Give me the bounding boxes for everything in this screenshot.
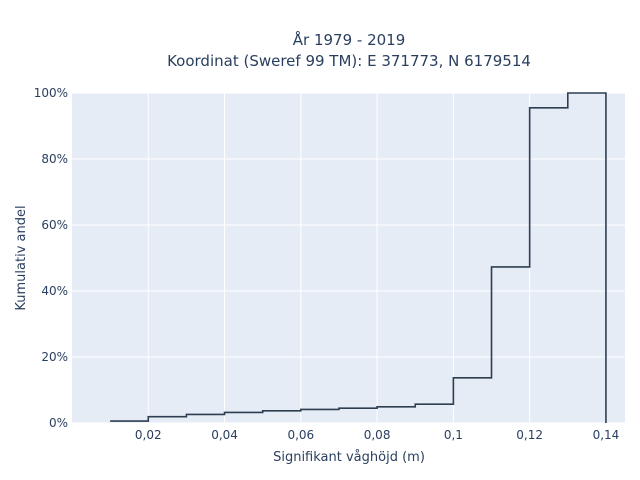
y-axis-title: Kumulativ andel bbox=[14, 205, 29, 310]
x-axis-title: Signifikant våghöjd (m) bbox=[273, 450, 425, 465]
series-layer bbox=[110, 92, 607, 423]
y-tick-label: 40% bbox=[41, 284, 68, 298]
x-axis-ticks: 0,02 0,04 0,06 0,08 0,1 0,12 0,14 bbox=[135, 428, 619, 442]
y-tick-label: 0% bbox=[49, 416, 68, 430]
x-tick-label: 0,02 bbox=[135, 428, 162, 442]
x-tick-label: 0,08 bbox=[364, 428, 391, 442]
cumulative-step-line bbox=[110, 92, 607, 423]
y-tick-label: 60% bbox=[41, 218, 68, 232]
y-axis-ticks: 0% 20% 40% 60% 80% 100% bbox=[34, 86, 68, 430]
chart-title-line-2: Koordinat (Sweref 99 TM): E 371773, N 61… bbox=[167, 52, 531, 70]
plot-area bbox=[72, 93, 625, 423]
x-tick-label: 0,1 bbox=[444, 428, 463, 442]
chart-title-line-1: År 1979 - 2019 bbox=[293, 30, 406, 49]
y-tick-label: 20% bbox=[41, 350, 68, 364]
x-tick-label: 0,14 bbox=[593, 428, 620, 442]
x-tick-label: 0,06 bbox=[287, 428, 314, 442]
y-tick-label: 100% bbox=[34, 86, 68, 100]
x-tick-label: 0,12 bbox=[516, 428, 543, 442]
y-tick-label: 80% bbox=[41, 152, 68, 166]
x-tick-label: 0,04 bbox=[211, 428, 238, 442]
